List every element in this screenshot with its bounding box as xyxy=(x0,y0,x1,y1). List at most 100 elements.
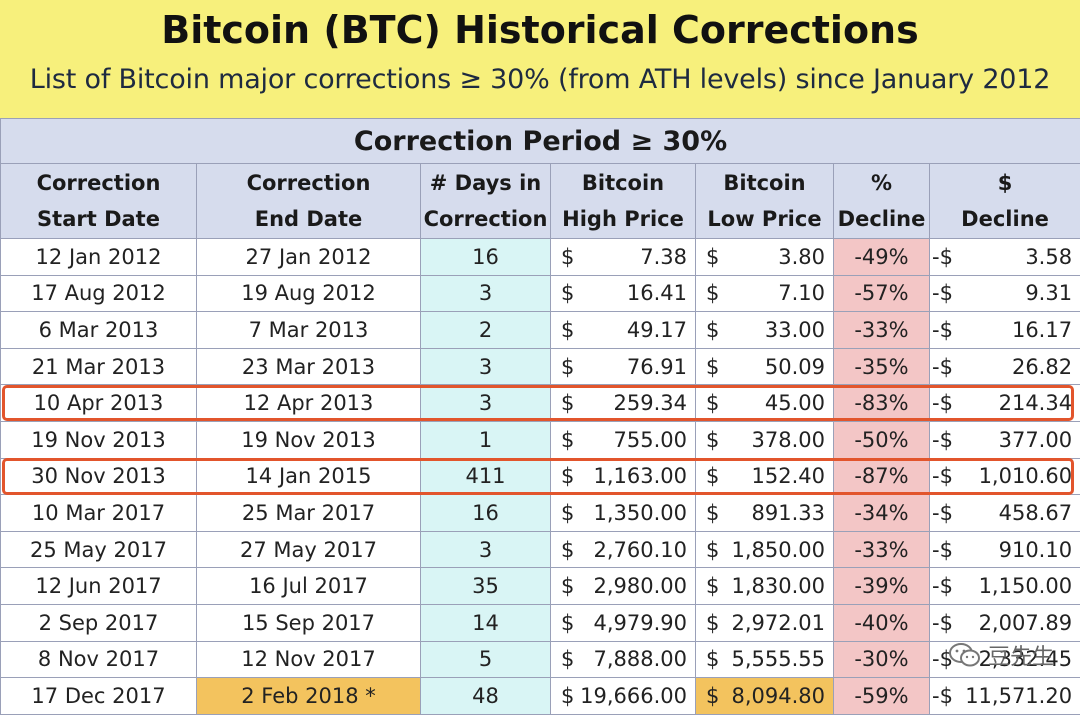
low-price-cell-value: 378.00 xyxy=(752,428,825,452)
column-header-line1: Correction xyxy=(197,165,420,201)
end-date-cell: 25 Mar 2017 xyxy=(197,495,421,532)
low-price-cell-content: $891.33 xyxy=(696,501,833,525)
high-price-cell-content: $19,666.00 xyxy=(551,684,695,708)
end-date-cell: 27 May 2017 xyxy=(197,531,421,568)
high-price-cell-value: 7.38 xyxy=(640,245,687,269)
usd-decline-cell-value: 26.82 xyxy=(1012,355,1072,379)
usd-decline-cell-value: 16.17 xyxy=(1012,318,1072,342)
high-price-cell-value: 7,888.00 xyxy=(593,647,687,671)
low-price-cell-value: 8,094.80 xyxy=(731,684,825,708)
end-date-cell: 27 Jan 2012 xyxy=(197,239,421,276)
high-price-cell-content: $7.38 xyxy=(551,245,695,269)
high-price-cell-value: 49.17 xyxy=(627,318,687,342)
days-cell: 2 xyxy=(421,312,551,349)
usd-decline-cell-value: 910.10 xyxy=(999,538,1072,562)
pct-decline-cell: -49% xyxy=(834,239,930,276)
days-cell: 16 xyxy=(421,495,551,532)
low-price-cell-value: 33.00 xyxy=(765,318,825,342)
start-date-cell: 12 Jan 2012 xyxy=(1,239,197,276)
currency-symbol: -$ xyxy=(932,611,953,635)
usd-decline-cell-value: 377.00 xyxy=(999,428,1072,452)
column-header-line2: End Date xyxy=(197,201,420,237)
high-price-cell-content: $7,888.00 xyxy=(551,647,695,671)
pct-decline-cell: -35% xyxy=(834,348,930,385)
currency-symbol: -$ xyxy=(932,684,953,708)
row-highlight-box xyxy=(2,458,1074,495)
currency-symbol: $ xyxy=(706,318,719,342)
low-price-cell: $8,094.80 xyxy=(696,678,834,715)
low-price-cell-content: $33.00 xyxy=(696,318,833,342)
low-price-cell: $7.10 xyxy=(696,275,834,312)
currency-symbol: $ xyxy=(561,428,574,452)
high-price-cell: $76.91 xyxy=(551,348,696,385)
start-date-cell: 2 Sep 2017 xyxy=(1,604,197,641)
high-price-cell-content: $4,979.90 xyxy=(551,611,695,635)
watermark: 豆先生 xyxy=(948,636,1068,674)
wechat-icon xyxy=(948,642,982,668)
column-header-line1: # Days in xyxy=(421,165,550,201)
row-highlight-box xyxy=(2,385,1074,422)
high-price-cell-value: 4,979.90 xyxy=(593,611,687,635)
high-price-cell-content: $1,350.00 xyxy=(551,501,695,525)
usd-decline-cell-content: -$ 1,150.00 xyxy=(930,574,1080,598)
usd-decline-cell: -$9.31 xyxy=(930,275,1080,312)
end-date-cell: 2 Feb 2018 * xyxy=(197,678,421,715)
pct-decline-cell: -57% xyxy=(834,275,930,312)
low-price-cell-content: $8,094.80 xyxy=(696,684,833,708)
pct-decline-cell: -30% xyxy=(834,641,930,678)
period-heading: Correction Period ≥ 30% xyxy=(1,119,1080,164)
usd-decline-cell-content: -$11,571.20 xyxy=(930,684,1080,708)
usd-decline-cell-value: 1,150.00 xyxy=(979,574,1073,598)
start-date-cell: 19 Nov 2013 xyxy=(1,421,197,458)
currency-symbol: $ xyxy=(706,647,719,671)
column-header-line2: Decline xyxy=(834,201,929,237)
currency-symbol: $ xyxy=(706,428,719,452)
currency-symbol: $ xyxy=(561,501,574,525)
usd-decline-cell-content: -$9.31 xyxy=(930,281,1080,305)
end-date-cell: 19 Nov 2013 xyxy=(197,421,421,458)
column-header-line1: Correction xyxy=(1,165,196,201)
low-price-cell: $891.33 xyxy=(696,495,834,532)
high-price-cell-value: 1,350.00 xyxy=(593,501,687,525)
days-cell: 48 xyxy=(421,678,551,715)
currency-symbol: -$ xyxy=(932,574,953,598)
usd-decline-cell: -$11,571.20 xyxy=(930,678,1080,715)
column-header-line2: Correction xyxy=(421,201,550,237)
low-price-cell: $1,830.00 xyxy=(696,568,834,605)
low-price-cell: $3.80 xyxy=(696,239,834,276)
column-header-line2: Start Date xyxy=(1,201,196,237)
low-price-cell-value: 3.80 xyxy=(778,245,825,269)
low-price-cell-content: $7.10 xyxy=(696,281,833,305)
days-cell: 16 xyxy=(421,239,551,276)
currency-symbol: $ xyxy=(706,501,719,525)
high-price-cell: $7,888.00 xyxy=(551,641,696,678)
currency-symbol: $ xyxy=(706,611,719,635)
high-price-cell-value: 19,666.00 xyxy=(580,684,687,708)
end-date-cell: 15 Sep 2017 xyxy=(197,604,421,641)
days-cell: 1 xyxy=(421,421,551,458)
column-header-line1: $ xyxy=(930,165,1080,201)
days-cell: 14 xyxy=(421,604,551,641)
low-price-cell-value: 5,555.55 xyxy=(731,647,825,671)
high-price-cell-value: 2,760.10 xyxy=(593,538,687,562)
usd-decline-cell-content: -$458.67 xyxy=(930,501,1080,525)
usd-decline-cell-content: -$16.17 xyxy=(930,318,1080,342)
low-price-cell-value: 2,972.01 xyxy=(731,611,825,635)
usd-decline-cell: -$3.58 xyxy=(930,239,1080,276)
currency-symbol: -$ xyxy=(932,355,953,379)
high-price-cell-content: $49.17 xyxy=(551,318,695,342)
currency-symbol: $ xyxy=(706,684,719,708)
usd-decline-cell-content: -$910.10 xyxy=(930,538,1080,562)
high-price-cell: $7.38 xyxy=(551,239,696,276)
start-date-cell: 21 Mar 2013 xyxy=(1,348,197,385)
low-price-cell: $50.09 xyxy=(696,348,834,385)
high-price-cell-content: $2,980.00 xyxy=(551,574,695,598)
end-date-cell: 12 Nov 2017 xyxy=(197,641,421,678)
column-header-line1: Bitcoin xyxy=(551,165,695,201)
